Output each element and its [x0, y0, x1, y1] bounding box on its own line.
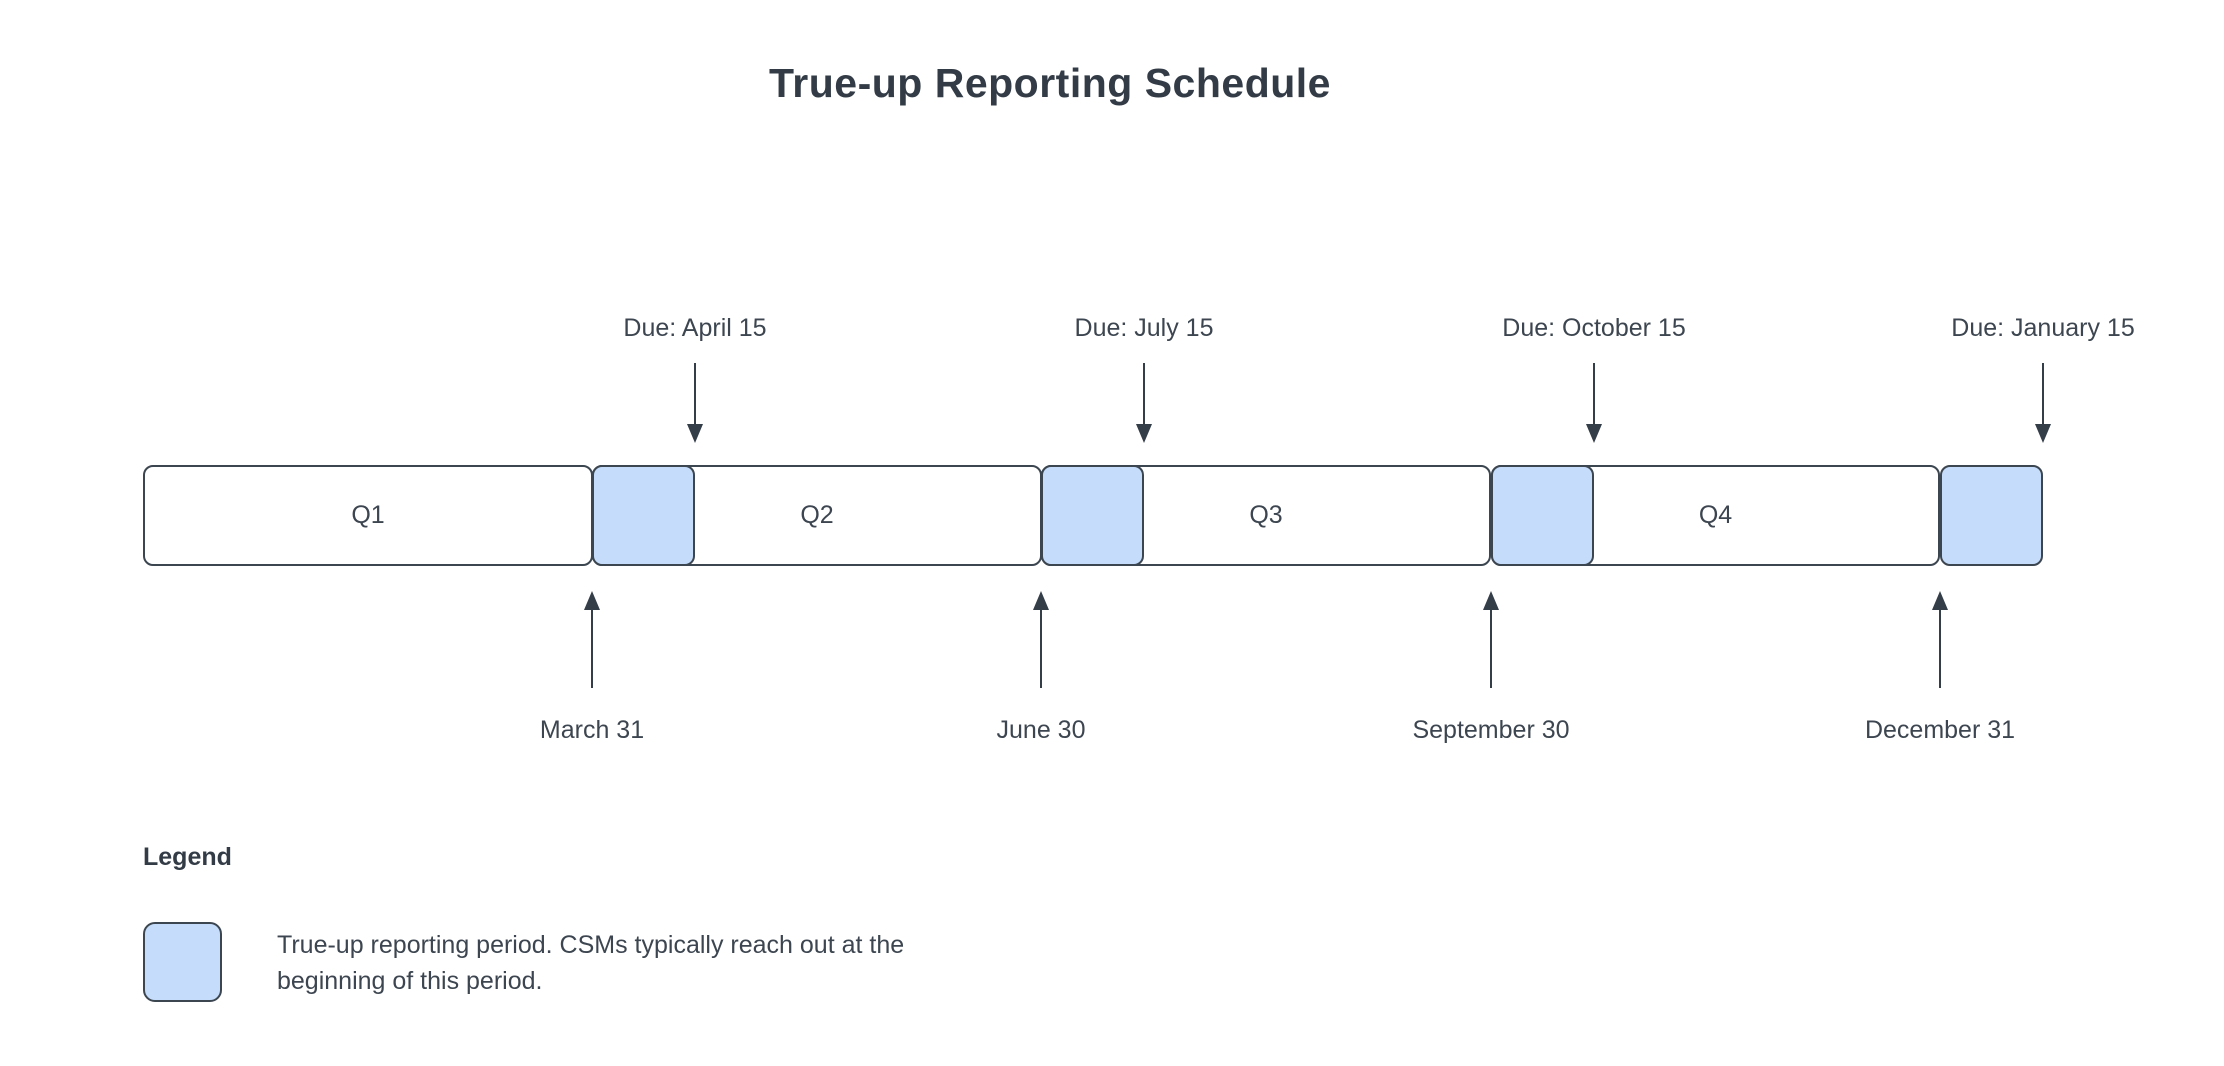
- diagram-title: True-up Reporting Schedule: [769, 60, 1331, 106]
- quarter-end-label-q3: September 30: [1412, 716, 1570, 744]
- due-marker-label-q1: Due: April 15: [623, 314, 767, 342]
- quarter-end-label-q1: March 31: [539, 716, 645, 744]
- trueup-period-box: [592, 465, 695, 566]
- trueup-period-box: [1491, 465, 1594, 566]
- legend-heading: Legend: [143, 843, 232, 871]
- legend-swatch-trueup-period: [143, 922, 222, 1002]
- due-marker-label-q2: Due: July 15: [1074, 314, 1214, 342]
- quarter-label: Q4: [1698, 501, 1733, 529]
- quarter-label: Q3: [1249, 501, 1283, 529]
- quarter-box-q1: Q1: [143, 465, 593, 566]
- trueup-period-box: [1940, 465, 2043, 566]
- legend-item-text: True-up reporting period. CSMs typically…: [277, 931, 905, 995]
- due-marker-label-q4: Due: January 15: [1951, 314, 2135, 342]
- quarter-label: Q1: [351, 501, 385, 529]
- due-marker-label-q3: Due: October 15: [1502, 314, 1686, 342]
- quarter-label: Q2: [800, 501, 834, 529]
- trueup-period-box: [1041, 465, 1144, 566]
- quarter-end-label-q2: June 30: [996, 716, 1086, 744]
- quarter-end-label-q4: December 31: [1864, 716, 2016, 744]
- timeline-bar: Q1 Q2 Q3 Q4: [143, 465, 2043, 566]
